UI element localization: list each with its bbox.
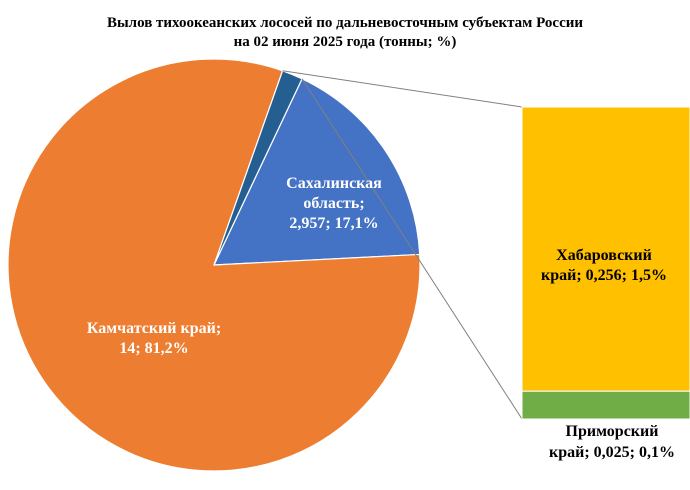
chart-title: Вылов тихоокеанских лососей по дальневос… <box>0 14 690 52</box>
bar-segment-0 <box>521 106 690 392</box>
bar-segment-label-0: Хабаровский край; 0,256; 1,5% <box>541 247 667 284</box>
pie-slice-label-0: Сахалинская область; 2,957; 17,1% <box>286 175 382 232</box>
chart-title-line-2: на 02 июня 2025 года (тонны; %) <box>233 34 457 50</box>
chart-title-line-1: Вылов тихоокеанских лососей по дальневос… <box>106 15 584 31</box>
bar-segment-1 <box>521 390 690 420</box>
bar-segment-label-1: Приморский край; 0,025; 0,1% <box>549 423 675 461</box>
connector-line-top <box>282 70 523 108</box>
pie-slice-label-1: Камчатский край; 14; 81,2% <box>87 320 221 357</box>
connector-line-bottom <box>301 78 523 420</box>
pie-slice-0 <box>213 77 421 266</box>
